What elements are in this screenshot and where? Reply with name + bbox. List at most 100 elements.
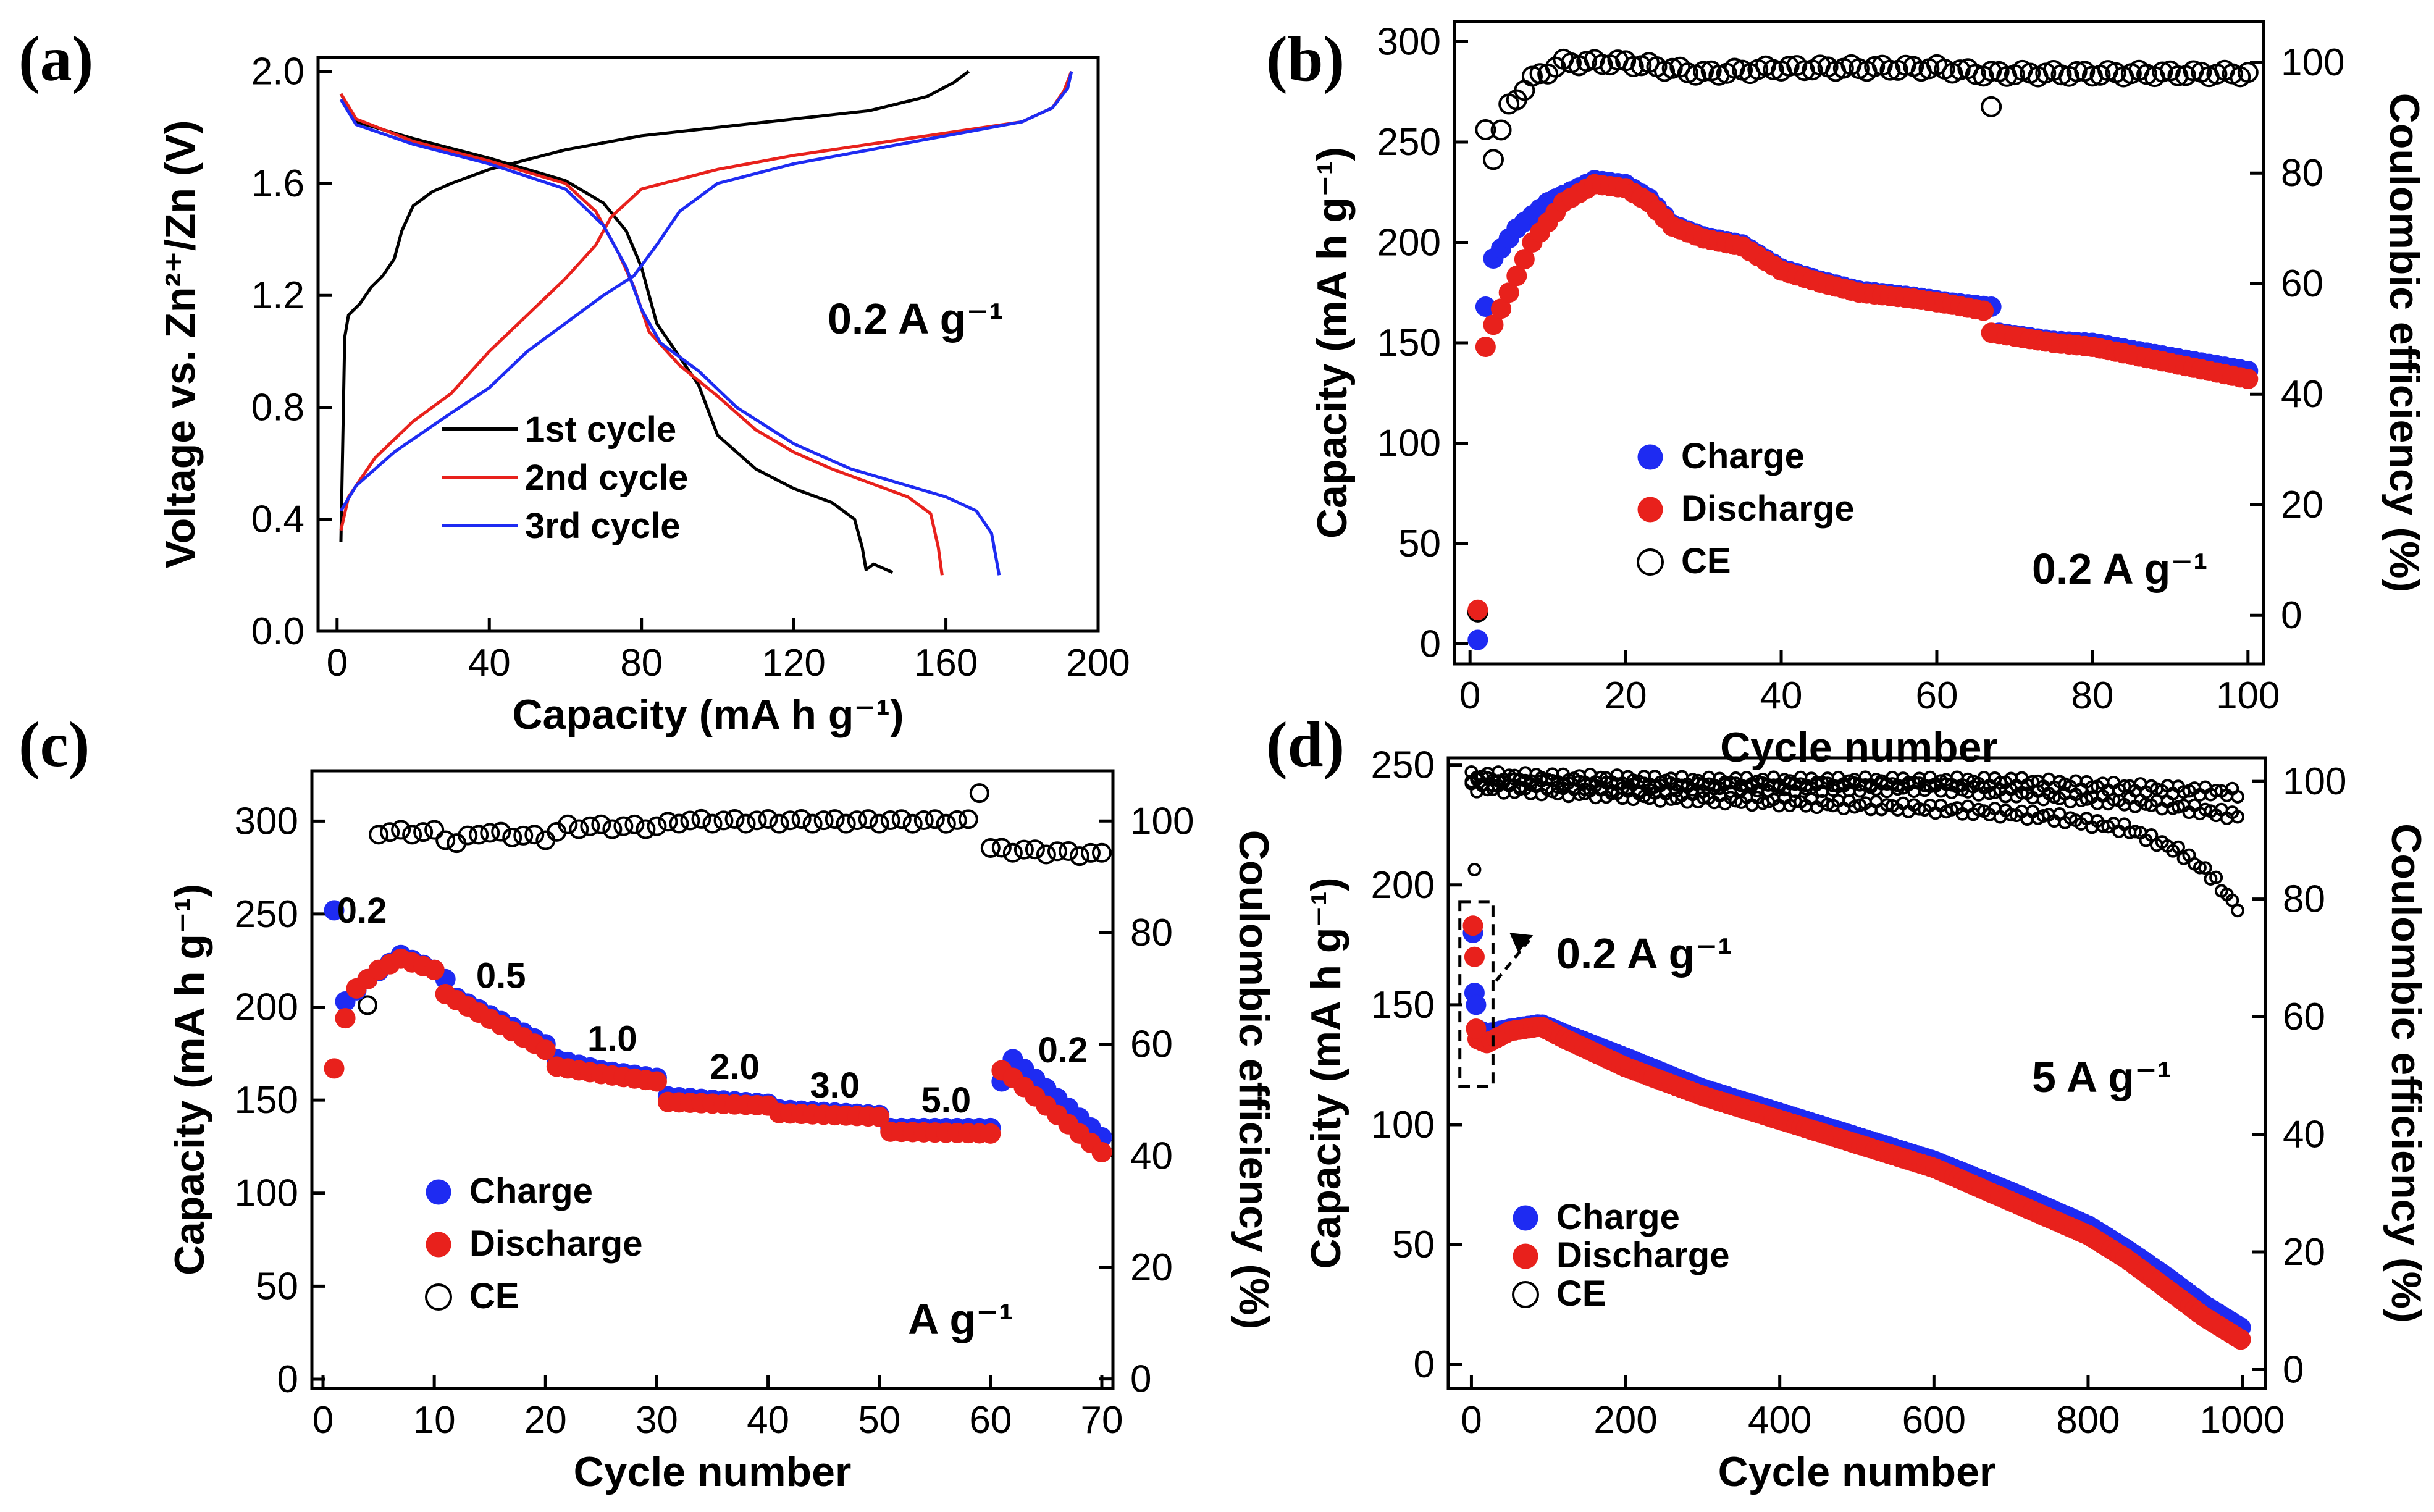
legend-label: 3rd cycle — [525, 506, 681, 546]
ce-point — [669, 813, 689, 834]
x-tick-label: 70 — [1081, 1399, 1123, 1442]
ce-point — [369, 825, 389, 845]
ce-point — [491, 821, 511, 842]
ce-point — [1576, 51, 1598, 72]
y-tick-label: 0 — [1414, 1343, 1435, 1386]
y-axis-title: Capacity (mA h g⁻¹) — [1303, 877, 1349, 1269]
ce-point — [769, 813, 789, 834]
legend-marker-ce — [425, 1283, 452, 1311]
x-tick-label: 30 — [636, 1399, 678, 1442]
x-tick-label: 20 — [1605, 674, 1647, 717]
x-tick-label: 120 — [762, 642, 825, 684]
rate-label: 0.2 — [1038, 1030, 1088, 1070]
x-tick-label: 400 — [1748, 1399, 1811, 1442]
rate-label: 3.0 — [810, 1065, 860, 1106]
ce-point — [513, 825, 534, 846]
ce-point — [1467, 862, 1482, 876]
y-tick-label: 0.0 — [251, 610, 304, 653]
ce-point — [1513, 782, 1527, 796]
x-tick-label: 80 — [620, 642, 663, 684]
ce-point — [1036, 844, 1056, 865]
legend-label: Discharge — [1556, 1235, 1729, 1275]
ce-point — [969, 783, 989, 804]
ce-point — [902, 813, 923, 834]
panel-label: (c) — [19, 709, 90, 780]
y-tick-label: 200 — [1377, 222, 1441, 264]
ce-point — [1981, 96, 2002, 117]
ce-point — [2066, 61, 2088, 82]
ce-point — [1091, 842, 1112, 863]
x-tick-label: 20 — [524, 1399, 567, 1442]
ce-point — [2209, 784, 2223, 798]
x-tick-label: 60 — [969, 1399, 1012, 1442]
ce-point — [1490, 119, 1512, 141]
x-axis-title: Cycle number — [1720, 724, 1998, 771]
y-tick-label: 2.0 — [251, 51, 304, 93]
ce-point — [758, 808, 778, 829]
ce-point — [358, 995, 378, 1015]
y-tick-label: 100 — [1371, 1104, 1435, 1146]
discharge-point — [1498, 282, 1519, 303]
y2-tick-label: 40 — [2283, 1114, 2325, 1156]
x-tick-label: 0 — [313, 1399, 334, 1442]
discharge-point — [1514, 249, 1535, 270]
y-tick-label: 0.8 — [251, 386, 304, 429]
ce-point — [1058, 841, 1078, 861]
y-tick-label: 100 — [235, 1172, 298, 1215]
ce-point — [2198, 861, 2212, 875]
ce-point — [791, 809, 812, 830]
ce-point — [636, 819, 656, 839]
ce-point — [1594, 770, 1608, 784]
arrow-head — [1509, 933, 1534, 953]
ce-point — [2036, 808, 2050, 823]
x-tick-label: 40 — [468, 642, 511, 684]
ce-point — [1778, 56, 1800, 77]
y-axis-title: Voltage vs. Zn²⁺/Zn (V) — [157, 120, 204, 569]
ce-point — [891, 809, 912, 830]
legend-label: 2nd cycle — [525, 458, 688, 498]
ce-point — [435, 830, 456, 850]
y-tick-label: 250 — [1371, 744, 1435, 787]
y-tick-label: 1.2 — [251, 274, 304, 317]
ce-point — [2117, 779, 2131, 793]
ce-point — [469, 825, 489, 845]
plot-frame — [310, 769, 1115, 1390]
ce-point — [1013, 839, 1034, 860]
legend-label: Discharge — [1681, 489, 1854, 529]
y-tick-label: 150 — [1377, 322, 1441, 364]
ce-point — [2144, 828, 2159, 842]
charge-point — [324, 900, 345, 921]
y2-tick-label: 60 — [2281, 262, 2323, 305]
ce-point — [736, 813, 756, 834]
panel-label: (b) — [1266, 23, 1345, 94]
ce-point — [1965, 64, 1986, 85]
ce-point — [1697, 791, 1711, 805]
x-tick-label: 160 — [914, 642, 978, 684]
discharge-point — [980, 1123, 1001, 1144]
ce-point — [613, 816, 634, 836]
discharge-point — [1467, 599, 1488, 620]
x-tick-label: 0 — [1461, 1399, 1482, 1442]
discharge-point — [535, 1040, 556, 1060]
ce-point — [424, 820, 445, 840]
ce-point — [380, 822, 400, 842]
ce-point — [780, 810, 800, 831]
series-line-2-discharge — [339, 93, 944, 576]
series-line-3-discharge — [339, 98, 1001, 576]
current-density-annotation: A g⁻¹ — [908, 1295, 1013, 1343]
charge-point — [1466, 994, 1487, 1015]
legend-label: Charge — [1681, 436, 1805, 476]
y2-tick-label: 80 — [1130, 912, 1173, 954]
ce-point — [1080, 842, 1101, 863]
ce-point — [1685, 773, 1700, 787]
panel-label: (d) — [1266, 709, 1345, 780]
ce-point — [691, 808, 711, 829]
x-axis-title: Cycle number — [574, 1448, 852, 1495]
legend-label: CE — [1681, 541, 1731, 581]
y-tick-label: 200 — [1371, 864, 1435, 907]
legend-marker-charge — [1637, 444, 1663, 470]
x-tick-label: 0 — [327, 642, 348, 684]
ce-point — [1788, 794, 1802, 808]
ce-point — [1482, 149, 1504, 170]
legend-label: CE — [469, 1276, 519, 1316]
